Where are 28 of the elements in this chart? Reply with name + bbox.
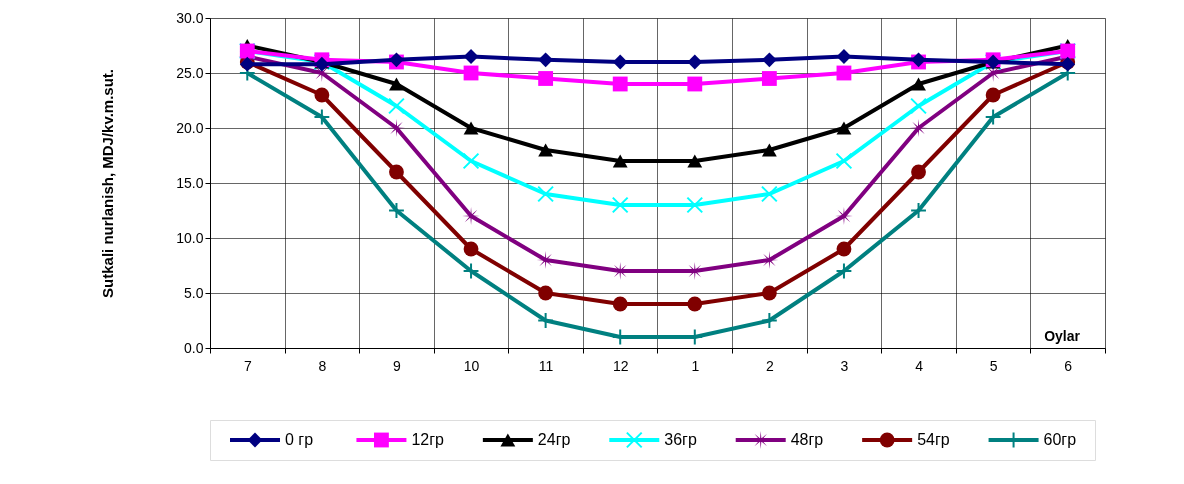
y-tick-label: 5.0 [184,284,204,301]
x-tick-label: 10 [463,357,480,374]
x-tick-label: 12 [612,357,629,374]
legend-label: 54гр [917,431,950,448]
x-axis-title: Oylar [1044,328,1081,344]
legend-label: 48гр [790,431,824,448]
x-tick-label: 6 [1064,357,1073,374]
y-tick-label: 0.0 [184,339,204,356]
x-tick-label: 2 [765,357,774,374]
x-tick-label: 7 [243,357,252,374]
x-tick-label: 8 [318,357,327,374]
legend-label: 36гр [664,431,697,448]
legend-label: 60гр [1043,431,1077,448]
y-tick-label: 15.0 [176,174,204,191]
x-tick-label: 3 [840,357,849,374]
legend-label: 12гр [411,431,445,448]
y-tick-label: 25.0 [176,64,204,81]
x-tick-label: 1 [691,357,700,374]
x-tick-label: 11 [538,357,554,374]
legend-label: 24гр [537,431,571,448]
legend-label: 0 гр [285,431,314,448]
x-tick-label: 5 [989,357,998,374]
y-tick-label: 10.0 [176,229,204,246]
y-tick-label: 30.0 [176,9,204,26]
x-tick-label: 4 [915,357,924,374]
y-tick-label: 20.0 [176,119,204,136]
y-axis-title: Sutkali nurlanish, MDJ/kv.m.sut. [99,69,117,298]
x-tick-label: 9 [393,357,402,374]
